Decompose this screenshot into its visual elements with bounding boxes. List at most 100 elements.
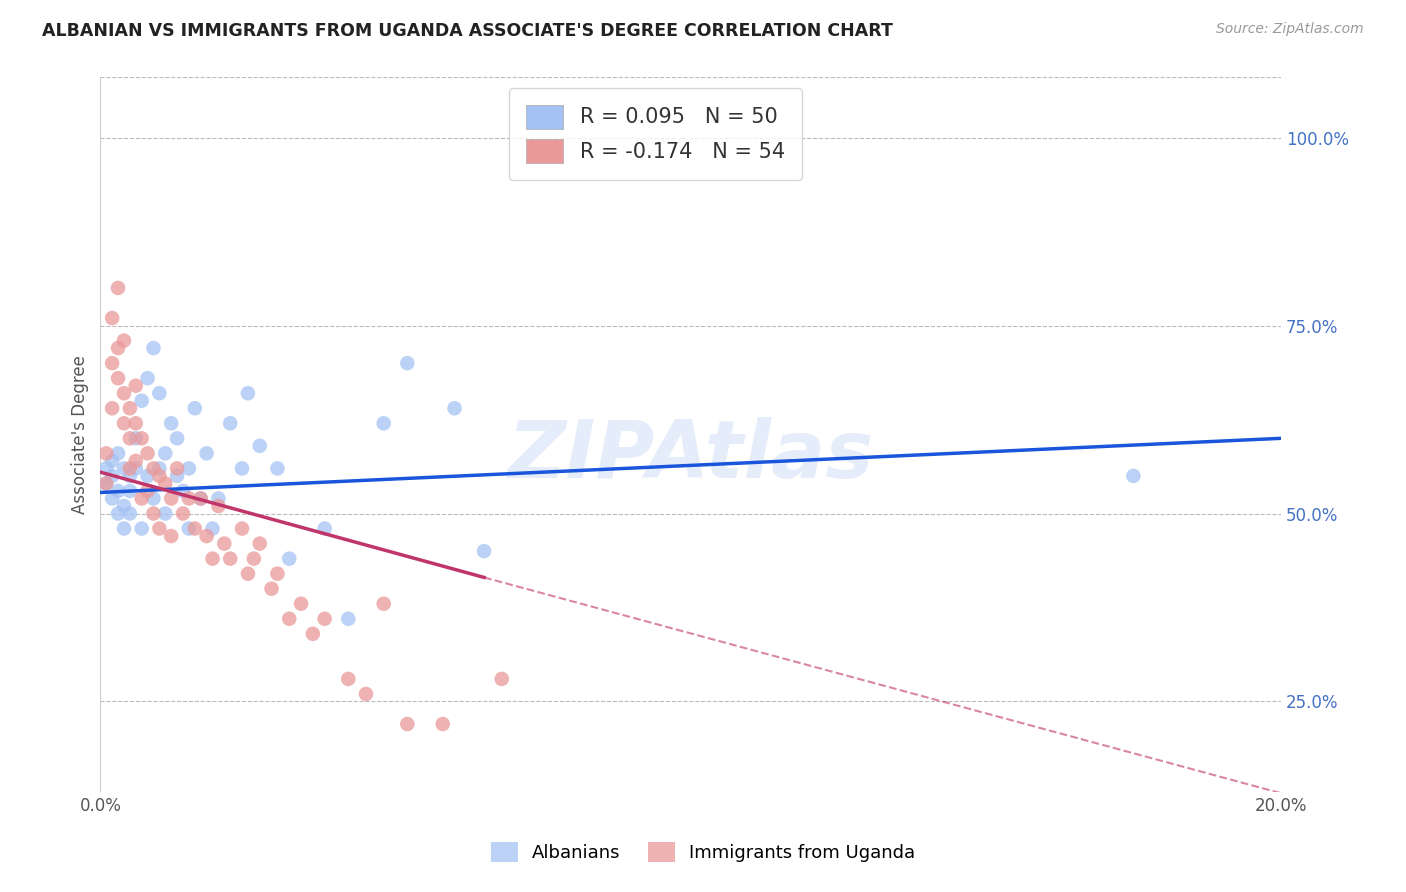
Text: ALBANIAN VS IMMIGRANTS FROM UGANDA ASSOCIATE'S DEGREE CORRELATION CHART: ALBANIAN VS IMMIGRANTS FROM UGANDA ASSOC… <box>42 22 893 40</box>
Point <box>236 386 259 401</box>
Point <box>131 522 153 536</box>
Point <box>443 401 465 416</box>
Point <box>107 371 129 385</box>
Point <box>155 476 177 491</box>
Point <box>278 551 301 566</box>
Point <box>107 483 129 498</box>
Point <box>107 507 129 521</box>
Point <box>118 401 141 416</box>
Point <box>112 522 135 536</box>
Y-axis label: Associate's Degree: Associate's Degree <box>72 355 89 514</box>
Point <box>172 507 194 521</box>
Point <box>112 461 135 475</box>
Point <box>207 499 229 513</box>
Point <box>136 469 159 483</box>
Point <box>118 469 141 483</box>
Point <box>112 417 135 431</box>
Point <box>118 507 141 521</box>
Point <box>184 401 207 416</box>
Point <box>107 446 129 460</box>
Point <box>101 356 124 370</box>
Point <box>195 446 218 460</box>
Point <box>177 491 200 506</box>
Point <box>101 491 124 506</box>
Point <box>125 378 148 392</box>
Point <box>472 544 495 558</box>
Point <box>125 454 148 468</box>
Point <box>231 461 253 475</box>
Point <box>131 491 153 506</box>
Point <box>432 717 454 731</box>
Point <box>1122 469 1144 483</box>
Point <box>214 536 236 550</box>
Point <box>290 597 312 611</box>
Point <box>125 417 148 431</box>
Point <box>101 311 124 326</box>
Point <box>118 461 141 475</box>
Point <box>160 491 183 506</box>
Point <box>177 522 200 536</box>
Point <box>136 371 159 385</box>
Point <box>148 386 170 401</box>
Point <box>201 551 224 566</box>
Point <box>142 341 165 355</box>
Point <box>190 491 212 506</box>
Point <box>249 536 271 550</box>
Point <box>107 341 129 355</box>
Point <box>243 551 266 566</box>
Point <box>231 522 253 536</box>
Point <box>172 483 194 498</box>
Point <box>195 529 218 543</box>
Point <box>207 491 229 506</box>
Point <box>166 469 188 483</box>
Point <box>491 672 513 686</box>
Point <box>278 612 301 626</box>
Point <box>184 522 207 536</box>
Point <box>148 461 170 475</box>
Point <box>337 612 360 626</box>
Point <box>131 431 153 445</box>
Point <box>236 566 259 581</box>
Point <box>142 461 165 475</box>
Point <box>266 461 288 475</box>
Point <box>118 483 141 498</box>
Point <box>373 417 395 431</box>
Point <box>396 717 419 731</box>
Point <box>112 334 135 348</box>
Point <box>136 446 159 460</box>
Point <box>96 446 118 460</box>
Point <box>160 417 183 431</box>
Text: Source: ZipAtlas.com: Source: ZipAtlas.com <box>1216 22 1364 37</box>
Point <box>373 597 395 611</box>
Point <box>266 566 288 581</box>
Text: ZIPAtlas: ZIPAtlas <box>508 417 873 495</box>
Point <box>166 431 188 445</box>
Point <box>148 522 170 536</box>
Point <box>112 499 135 513</box>
Point <box>148 469 170 483</box>
Point <box>118 431 141 445</box>
Point <box>190 491 212 506</box>
Point <box>354 687 377 701</box>
Point <box>142 507 165 521</box>
Point <box>96 476 118 491</box>
Point <box>101 454 124 468</box>
Point <box>101 469 124 483</box>
Point <box>249 439 271 453</box>
Point <box>125 461 148 475</box>
Point <box>142 491 165 506</box>
Point <box>166 461 188 475</box>
Point <box>314 522 336 536</box>
Point <box>260 582 283 596</box>
Point <box>112 386 135 401</box>
Point <box>219 551 242 566</box>
Point <box>155 507 177 521</box>
Point <box>155 446 177 460</box>
Point <box>219 417 242 431</box>
Point <box>101 401 124 416</box>
Point <box>131 393 153 408</box>
Point <box>302 627 325 641</box>
Point <box>314 612 336 626</box>
Point <box>201 522 224 536</box>
Point <box>125 431 148 445</box>
